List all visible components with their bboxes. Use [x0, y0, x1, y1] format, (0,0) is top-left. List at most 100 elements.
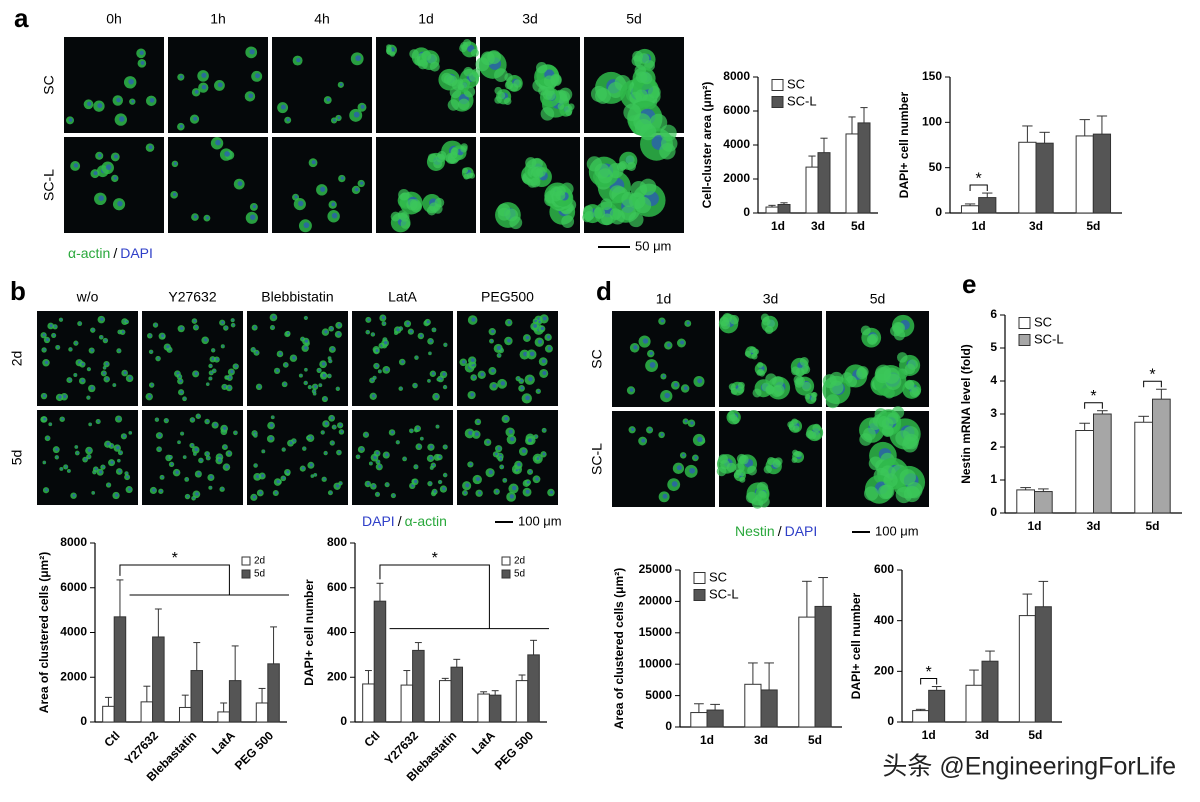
cell-core: [313, 390, 316, 393]
cell-core: [340, 430, 344, 433]
bar: [102, 705, 115, 723]
y-axis-label: Cell-cluster area (μm²): [700, 82, 714, 209]
cell-part: [734, 462, 745, 473]
x-tick-label: 1d: [922, 728, 936, 742]
cell-part: [623, 103, 642, 122]
cell-core: [364, 433, 368, 436]
cell-part: [469, 172, 476, 179]
cell-core: [522, 449, 526, 454]
cell-core: [232, 319, 234, 321]
cell-core: [252, 495, 256, 499]
cell-core: [110, 460, 114, 464]
cell-core: [528, 438, 532, 443]
cell-core: [212, 349, 215, 352]
cell-core: [491, 329, 495, 333]
cell-core: [381, 316, 385, 320]
cell-core: [674, 382, 678, 387]
cell-part: [536, 62, 548, 74]
cell-core: [292, 356, 296, 360]
cell-part: [883, 473, 898, 488]
bar: [412, 649, 425, 723]
cell-core: [286, 118, 290, 122]
bar: [190, 670, 204, 723]
cell-part: [875, 364, 892, 381]
cell-core: [52, 333, 56, 337]
x-tick-label: 5d: [808, 733, 822, 747]
cell-part: [896, 352, 908, 363]
y-tick-label: 25000: [639, 562, 673, 576]
cell-core: [694, 456, 698, 460]
bar: [1075, 135, 1094, 214]
cell-core: [222, 345, 225, 348]
cell-core: [113, 384, 116, 386]
cell-core: [45, 488, 48, 492]
cell-core: [411, 484, 415, 487]
bar: [760, 689, 778, 728]
stain-part: /: [778, 523, 782, 539]
micrograph-bg: [457, 410, 558, 505]
micrograph: [480, 137, 580, 233]
x-tick-label: Ctl: [361, 728, 382, 749]
cell-part: [801, 365, 811, 375]
cell-core: [444, 385, 447, 388]
cell-core: [542, 452, 546, 456]
cell-core: [191, 418, 195, 421]
cell-core: [46, 436, 50, 440]
cell-core: [226, 376, 229, 379]
micrograph: [352, 410, 453, 505]
cell-core: [406, 321, 410, 326]
x-tick-label: 3d: [975, 728, 989, 742]
cell-core: [44, 360, 49, 365]
cell-core: [314, 385, 318, 388]
cell-core: [331, 212, 338, 219]
cell-core: [169, 455, 172, 459]
cell-core: [472, 375, 476, 379]
cell-core: [323, 397, 327, 401]
cell-part: [429, 61, 440, 72]
stain-part: Nestin: [735, 523, 775, 539]
cell-part: [899, 469, 916, 486]
cell-core: [259, 491, 263, 495]
y-tick-label: 100: [922, 115, 942, 129]
cell-core: [504, 416, 509, 421]
bar: [477, 693, 490, 723]
cell-part: [460, 41, 469, 50]
cell-core: [339, 423, 342, 427]
cell-part: [812, 431, 821, 440]
micrograph: [272, 137, 372, 233]
micrograph: [475, 37, 580, 133]
cell-core: [84, 458, 87, 461]
legend-swatch: [693, 572, 706, 584]
cell-core: [690, 421, 694, 425]
cell-core: [261, 474, 265, 478]
y-tick-label: 0: [665, 719, 672, 733]
cell-core: [367, 330, 370, 333]
cell-core: [507, 320, 511, 324]
cell-core: [470, 358, 475, 362]
cell-core: [337, 332, 341, 336]
cell-core: [403, 457, 407, 460]
cell-part: [758, 370, 766, 377]
bar: [1034, 606, 1052, 723]
significance-bracket: [969, 184, 988, 192]
x-tick-label: 1d: [700, 733, 714, 747]
cell-core: [195, 492, 199, 496]
cell-core: [428, 379, 431, 382]
cell-core: [128, 487, 132, 491]
bar: [362, 683, 375, 723]
cell-core: [329, 359, 332, 362]
cell-core: [437, 378, 440, 381]
cell-core: [303, 447, 306, 450]
cell-core: [379, 370, 382, 373]
cell-core: [56, 456, 59, 459]
cell-core: [331, 441, 334, 444]
micrograph: [612, 411, 715, 507]
cell-part: [639, 71, 651, 83]
cell-core: [118, 349, 121, 352]
cell-core: [438, 455, 442, 459]
cell-core: [298, 200, 304, 207]
cell-core: [90, 348, 94, 352]
cell-core: [106, 442, 110, 446]
cell-core: [664, 392, 670, 399]
bar: [140, 701, 154, 723]
